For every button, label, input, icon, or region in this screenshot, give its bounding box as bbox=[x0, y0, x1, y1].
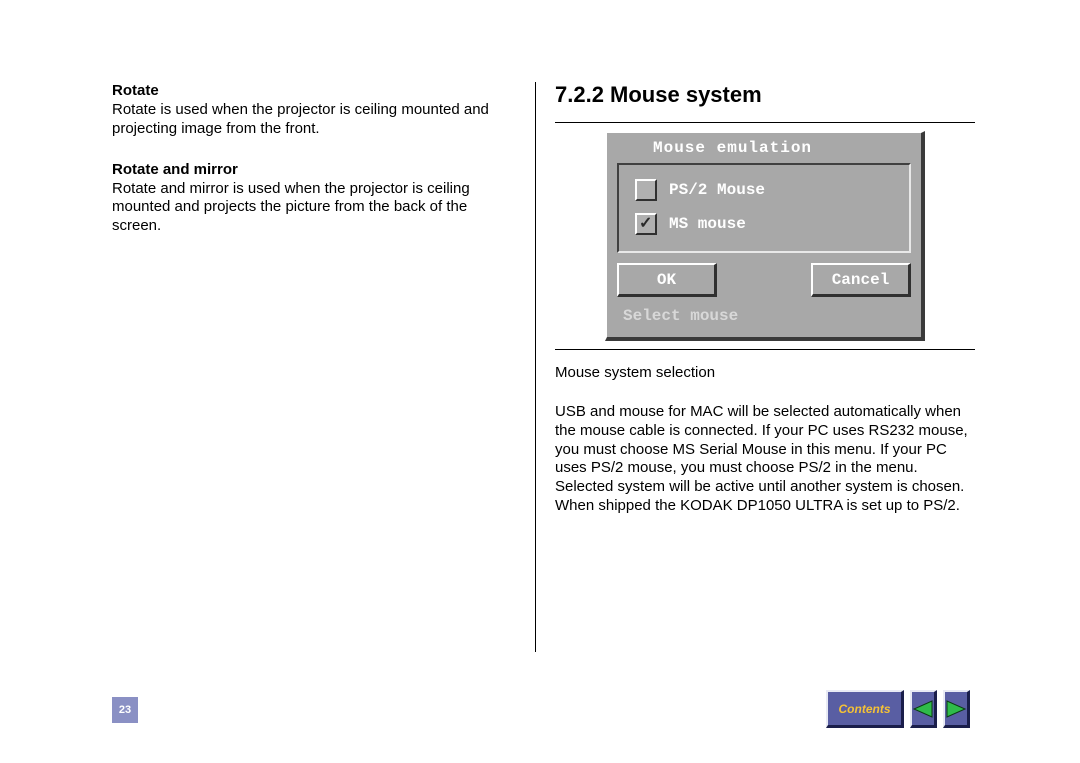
bottom-nav: Contents bbox=[826, 690, 970, 728]
next-page-button[interactable] bbox=[943, 690, 970, 728]
dialog-button-row: OK Cancel bbox=[617, 263, 911, 297]
option-ps2-label: PS/2 Mouse bbox=[669, 181, 765, 199]
rotate-mirror-body: Rotate and mirror is used when the proje… bbox=[112, 180, 512, 236]
left-column: Rotate Rotate is used when the projector… bbox=[112, 82, 512, 258]
figure-wrap: Mouse emulation PS/2 Mouse MS mouse OK C… bbox=[555, 131, 975, 341]
cancel-button[interactable]: Cancel bbox=[811, 263, 911, 297]
option-ms-row[interactable]: MS mouse bbox=[635, 213, 893, 235]
figure-rule-bottom bbox=[555, 349, 975, 350]
contents-label: Contents bbox=[839, 702, 891, 716]
figure-rule-top bbox=[555, 122, 975, 123]
rotate-mirror-heading: Rotate and mirror bbox=[112, 161, 512, 178]
ok-button[interactable]: OK bbox=[617, 263, 717, 297]
option-ps2-row[interactable]: PS/2 Mouse bbox=[635, 179, 893, 201]
option-ms-label: MS mouse bbox=[669, 215, 746, 233]
contents-button[interactable]: Contents bbox=[826, 690, 904, 728]
dialog-status: Select mouse bbox=[617, 303, 911, 329]
rotate-heading: Rotate bbox=[112, 82, 512, 99]
dialog-title: Mouse emulation bbox=[607, 133, 921, 163]
document-page: Rotate Rotate is used when the projector… bbox=[0, 0, 1080, 763]
column-divider bbox=[535, 82, 536, 652]
option-ms-checkbox[interactable] bbox=[635, 213, 657, 235]
dialog-body: PS/2 Mouse MS mouse bbox=[617, 163, 911, 253]
page-number: 23 bbox=[112, 697, 138, 723]
arrow-right-icon bbox=[945, 699, 967, 719]
prev-page-button[interactable] bbox=[910, 690, 937, 728]
right-column: 7.2.2 Mouse system Mouse emulation PS/2 … bbox=[555, 82, 975, 538]
option-ps2-checkbox[interactable] bbox=[635, 179, 657, 201]
arrow-left-icon bbox=[912, 699, 934, 719]
right-body: USB and mouse for MAC will be selected a… bbox=[555, 403, 975, 516]
section-title: 7.2.2 Mouse system bbox=[555, 82, 975, 108]
rotate-body: Rotate is used when the projector is cei… bbox=[112, 101, 512, 139]
figure-caption: Mouse system selection bbox=[555, 364, 975, 381]
mouse-emulation-dialog: Mouse emulation PS/2 Mouse MS mouse OK C… bbox=[605, 131, 925, 341]
